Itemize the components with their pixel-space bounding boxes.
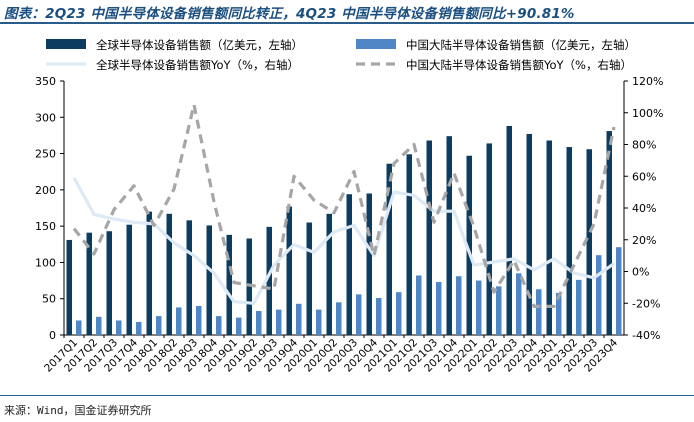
bar-global: [146, 211, 152, 335]
bar-global: [406, 154, 412, 335]
bar-global: [266, 226, 272, 335]
y-left-tick-label: 350: [35, 75, 56, 88]
bar-china: [136, 321, 142, 335]
bar-china: [396, 292, 402, 335]
bar-china: [456, 276, 462, 335]
bar-china: [116, 320, 122, 335]
bar-global: [426, 140, 432, 335]
bar-china: [196, 305, 202, 335]
y-left-tick-label: 200: [35, 184, 56, 197]
bar-china: [556, 292, 562, 335]
bar-china: [236, 317, 242, 335]
y-right-tick-label: 20%: [632, 234, 656, 247]
bar-global: [326, 213, 332, 335]
bar-global: [486, 143, 492, 335]
bar-global: [506, 125, 512, 335]
source-divider: [0, 395, 694, 396]
bar-global: [366, 193, 372, 335]
bar-china: [476, 280, 482, 335]
bar-global: [286, 206, 292, 335]
legend-label: 中国大陆半导体设备销售额YoY（%，右轴）: [406, 58, 632, 72]
y-left-tick-label: 0: [49, 329, 56, 342]
bar-global: [206, 225, 212, 335]
bar-china: [256, 311, 262, 335]
bar-china: [96, 316, 102, 335]
bar-china: [416, 275, 422, 335]
y-right-tick-label: 40%: [632, 202, 656, 215]
y-left-tick-label: 250: [35, 148, 56, 161]
bar-global: [226, 234, 232, 335]
bar-global: [446, 136, 452, 335]
bar-global: [106, 231, 112, 335]
bar-china: [436, 282, 442, 335]
y-right-tick-label: 0%: [632, 266, 649, 279]
y-left-tick-label: 50: [42, 293, 56, 306]
line-global-yoy: [72, 177, 615, 305]
legend-label: 全球半导体设备销售额（亿美元，左轴）: [96, 38, 303, 52]
y-right-tick-label: -40%: [632, 329, 660, 342]
bar-china: [516, 273, 522, 335]
bar-china: [496, 286, 502, 335]
legend-swatch-bar: [356, 39, 396, 49]
y-right-tick-label: 100%: [632, 107, 663, 120]
bar-china: [356, 294, 362, 335]
bar-global: [526, 133, 532, 335]
bar-global: [126, 224, 132, 335]
bar-global: [346, 194, 352, 335]
bar-global: [306, 222, 312, 335]
y-right-tick-label: 80%: [632, 139, 656, 152]
bar-global: [466, 155, 472, 335]
bar-china: [596, 255, 602, 335]
bar-china: [76, 320, 82, 335]
y-right-tick-label: -20%: [632, 297, 660, 310]
bar-global: [586, 149, 592, 335]
bar-global: [566, 147, 572, 335]
legend-swatch-bar: [46, 39, 86, 49]
bar-global: [86, 232, 92, 335]
bar-china: [616, 247, 622, 335]
title-row: 图表：2Q23 中国半导体设备销售额同比转正，4Q23 中国半导体设备销售额同比…: [0, 0, 694, 24]
bar-china: [316, 309, 322, 335]
bar-china: [576, 279, 582, 335]
y-right-tick-label: 60%: [632, 170, 656, 183]
title-divider: [0, 22, 694, 24]
y-left-tick-label: 300: [35, 111, 56, 124]
bar-china: [176, 307, 182, 335]
bar-global: [386, 163, 392, 335]
y-left-tick-label: 150: [35, 220, 56, 233]
legend-label: 全球半导体设备销售额YoY（%，右轴）: [96, 58, 299, 72]
bar-china: [156, 316, 162, 335]
bar-china: [276, 309, 282, 335]
y-right-tick-label: 120%: [632, 75, 663, 88]
bar-global: [246, 238, 252, 335]
bar-china: [296, 303, 302, 335]
bar-china: [536, 289, 542, 335]
chart-svg: 0 50 100 150 200 250 300 350 -40% -20% 0% 20% 40% 60%…: [35, 38, 663, 375]
bar-global: [186, 220, 192, 335]
legend-label: 中国大陆半导体设备销售额（亿美元，左轴）: [406, 38, 636, 52]
source-note: 来源：Wind，国金证券研究所: [4, 404, 152, 417]
y-left-tick-label: 100: [35, 256, 56, 269]
bar-global: [546, 140, 552, 335]
bar-china: [336, 302, 342, 335]
bar-china: [216, 316, 222, 335]
bar-global: [606, 131, 612, 335]
chart-area: 0 50 100 150 200 250 300 350 -40% -20% 0% 20% 40% 60%…: [0, 28, 694, 393]
bar-global: [166, 213, 172, 335]
bar-china: [376, 297, 382, 335]
line-china-yoy: [72, 103, 616, 308]
bar-global: [66, 239, 72, 335]
chart-title: 图表：2Q23 中国半导体设备销售额同比转正，4Q23 中国半导体设备销售额同比…: [4, 6, 575, 22]
